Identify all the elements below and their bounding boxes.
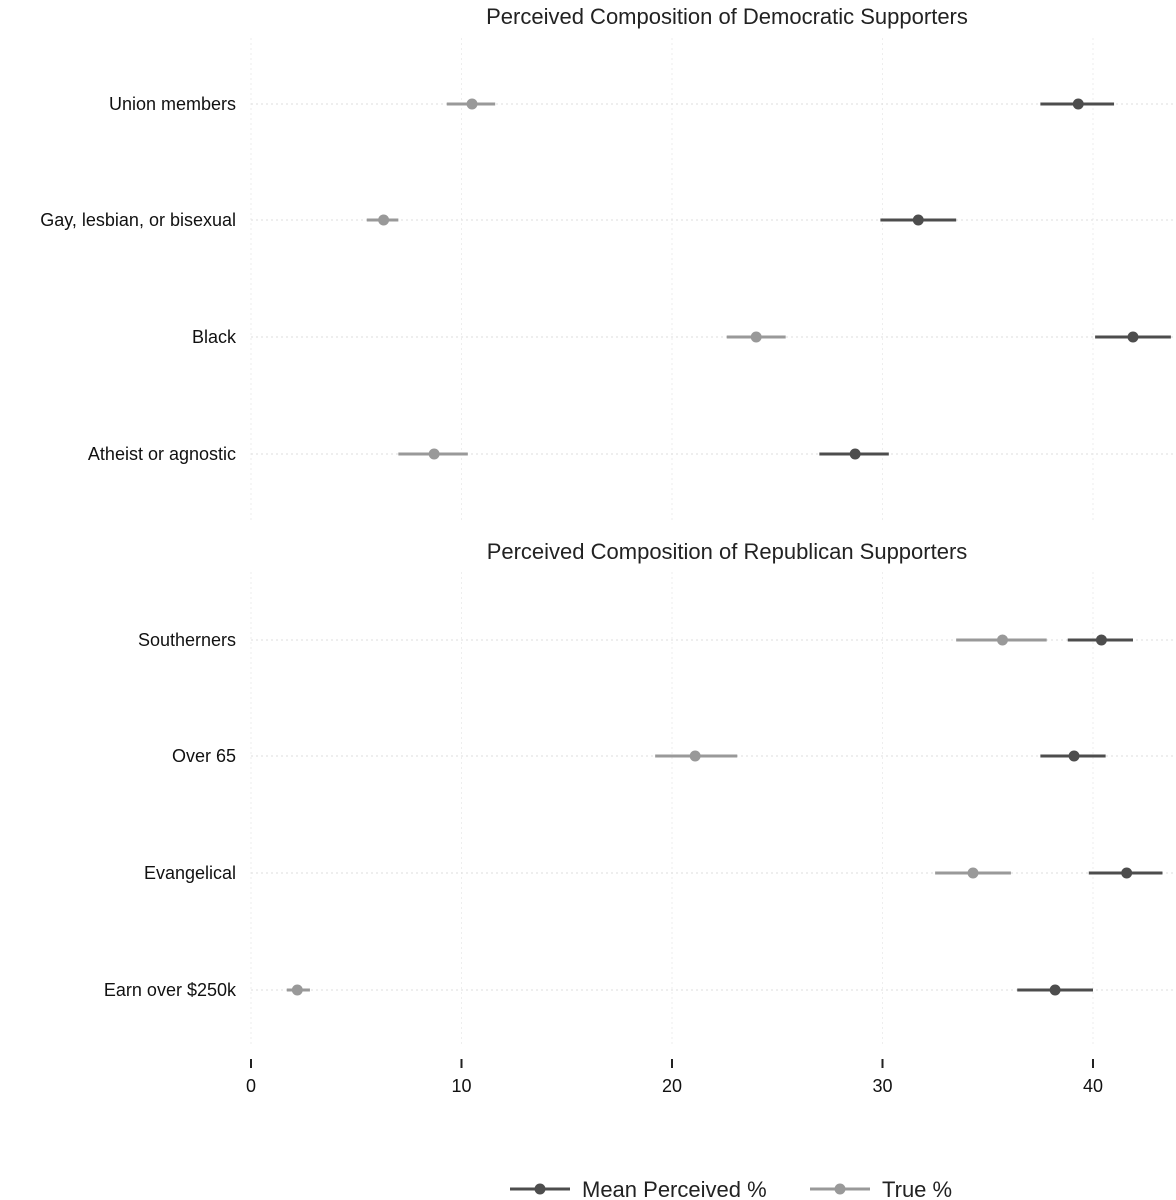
x-tick-label: 10 <box>451 1076 471 1096</box>
point-mean-perceived <box>912 214 924 226</box>
category-label-over-65: Over 65 <box>172 746 236 766</box>
legend: Mean Perceived % True % <box>510 1177 952 1200</box>
panel-title: Perceived Composition of Democratic Supp… <box>486 4 968 29</box>
point-mean-perceived <box>1121 867 1133 879</box>
panel-1: Perceived Composition of Democratic Supp… <box>40 4 1176 520</box>
legend-swatch-dot <box>534 1183 546 1195</box>
category-label-black: Black <box>192 327 237 347</box>
point-mean-perceived <box>1068 750 1080 762</box>
point-true <box>750 331 762 343</box>
category-label-earn-over-250k: Earn over $250k <box>104 980 237 1000</box>
legend-label-mean-perceived: Mean Perceived % <box>582 1177 767 1200</box>
legend-swatch-dot <box>834 1183 846 1195</box>
category-label-atheist-or-agnostic: Atheist or agnostic <box>88 444 236 464</box>
point-true <box>428 448 440 460</box>
x-tick-label: 40 <box>1083 1076 1103 1096</box>
point-true <box>378 214 390 226</box>
category-label-southerners: Southerners <box>138 630 236 650</box>
category-label-gay-lesbian-or-bisexual: Gay, lesbian, or bisexual <box>40 210 236 230</box>
point-mean-perceived <box>849 448 861 460</box>
point-mean-perceived <box>1049 984 1061 996</box>
x-tick-label: 20 <box>662 1076 682 1096</box>
panel-2: Perceived Composition of Republican Supp… <box>104 539 1176 1045</box>
x-tick-label: 0 <box>246 1076 256 1096</box>
point-true <box>466 98 478 110</box>
legend-label-true: True % <box>882 1177 952 1200</box>
category-label-union-members: Union members <box>109 94 236 114</box>
point-true <box>967 867 979 879</box>
point-true <box>689 750 701 762</box>
x-axis: 0 10 20 30 40 <box>246 1059 1103 1096</box>
point-true <box>996 634 1008 646</box>
point-mean-perceived <box>1127 331 1139 343</box>
point-mean-perceived <box>1072 98 1084 110</box>
point-true <box>291 984 303 996</box>
panel-title: Perceived Composition of Republican Supp… <box>487 539 968 564</box>
x-tick-label: 30 <box>872 1076 892 1096</box>
category-label-evangelical: Evangelical <box>144 863 236 883</box>
point-mean-perceived <box>1095 634 1107 646</box>
